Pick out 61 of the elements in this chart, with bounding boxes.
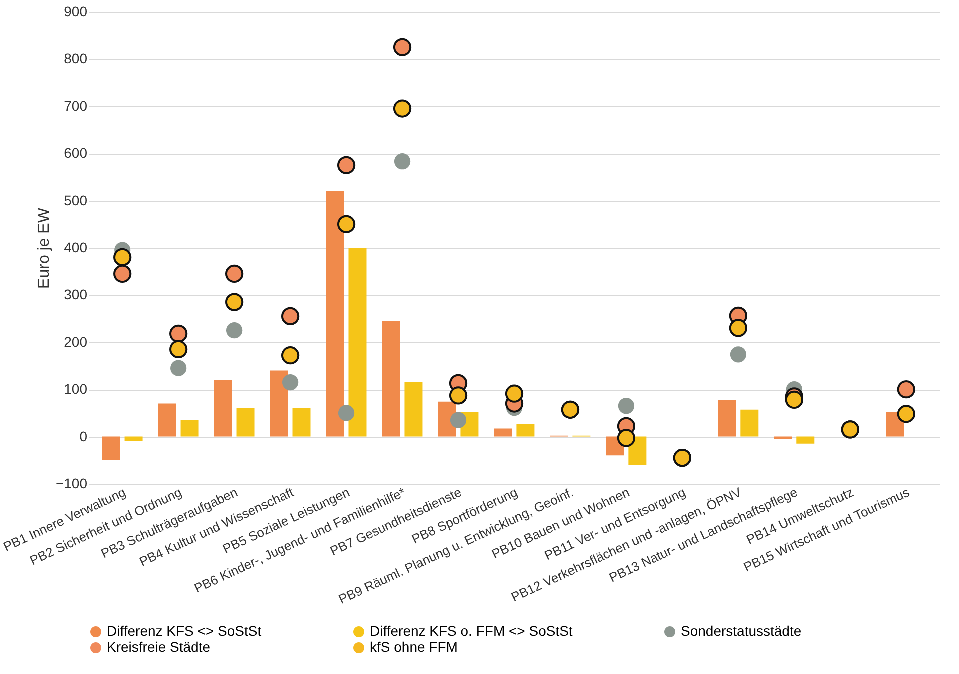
point	[114, 248, 132, 266]
bar	[404, 382, 423, 437]
point	[226, 264, 244, 284]
bar	[796, 436, 815, 444]
point	[505, 384, 524, 403]
bar	[180, 420, 199, 437]
point	[337, 156, 356, 174]
point	[226, 293, 244, 312]
y-tick-label: 200	[64, 334, 88, 350]
point	[282, 374, 299, 391]
legend-label: Differenz KFS o. FFM <> SoStSt	[370, 623, 573, 639]
bar	[158, 404, 176, 437]
bar	[718, 400, 736, 437]
point	[729, 319, 748, 338]
bar	[124, 436, 143, 442]
point	[897, 380, 916, 399]
y-tick-label: 400	[64, 240, 88, 256]
point	[114, 264, 132, 284]
bar	[236, 408, 255, 437]
point	[450, 412, 467, 428]
y-tick-label: 900	[64, 4, 88, 20]
y-tick-label: 700	[64, 98, 88, 114]
point	[785, 390, 804, 410]
bar	[382, 321, 400, 437]
point	[617, 429, 636, 448]
legend-label: Sonderstatusstädte	[681, 623, 802, 639]
point	[394, 154, 411, 170]
point	[337, 215, 356, 234]
point	[730, 346, 747, 363]
bar	[214, 380, 232, 437]
bar	[270, 370, 288, 437]
legend-label: Kreisfreie Städte	[107, 639, 211, 655]
point	[393, 38, 412, 56]
point	[170, 324, 188, 343]
y-tick-label: 600	[64, 145, 88, 162]
point	[226, 322, 243, 339]
point	[281, 307, 300, 326]
legend-label: kfS ohne FFM	[370, 639, 458, 655]
y-axis-title: Euro je EW	[36, 207, 53, 289]
bar	[740, 410, 759, 437]
point	[449, 386, 468, 405]
y-tick-label: 100	[64, 381, 88, 398]
bar	[348, 248, 367, 437]
point	[897, 405, 916, 424]
point	[618, 398, 635, 414]
y-tick-label: −100	[56, 476, 88, 492]
bar	[516, 424, 535, 437]
point	[393, 100, 412, 118]
y-tick-label: 800	[64, 50, 88, 67]
legend-label: Differenz KFS <> SoStSt	[107, 623, 262, 639]
bar	[326, 191, 344, 437]
y-tick-label: 0	[80, 428, 88, 444]
point	[281, 346, 300, 365]
y-tick-label: 500	[64, 192, 88, 208]
bar	[102, 436, 120, 460]
bar	[292, 408, 311, 437]
bar	[494, 428, 512, 437]
point	[170, 340, 188, 359]
point	[170, 360, 187, 376]
y-tick-label: 300	[64, 286, 88, 303]
point	[338, 405, 355, 422]
